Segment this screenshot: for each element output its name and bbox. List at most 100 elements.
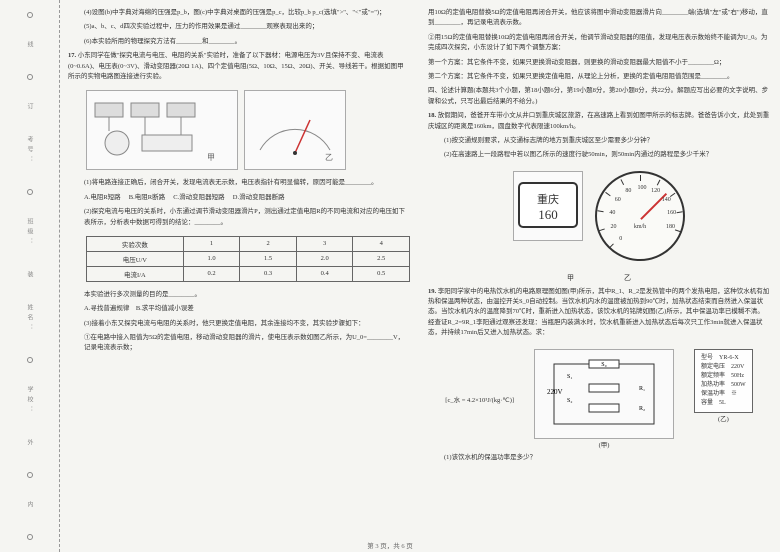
q18: 18. 放假期间，爸爸开车带小文从井口到重庆城区旅游，在高速路上看到如图甲所示的… [428, 111, 770, 132]
q19-1: (1)该饮水机的保温功率是多少？ [428, 453, 770, 463]
td: 0.4 [296, 266, 353, 281]
q16-5: (5)a、b、c、d四次实验过程中，压力的作用效果是通过________观察表现… [68, 22, 410, 32]
svg-text:乙: 乙 [325, 153, 333, 162]
svg-text:S₁: S₁ [567, 374, 572, 380]
binding-label: 线 [25, 41, 34, 51]
q17-num: 17. [68, 52, 76, 59]
q19-eq: [c_水 = 4.2×10³J/(kg·℃)] [445, 397, 514, 404]
binding-margin: 线 订 考号： 班级： 装 姓名： 学校： 外 内 [0, 0, 60, 552]
q19-text: 李阳同学家中的电热饮水机的电路原理图如图(甲)所示，其中R_1、R_2是发热管中… [428, 288, 769, 337]
q17-cont4: 第二个方案：其它条件不变，如果只更换定值电阻，从理论上分析，更换的定值电阻阻值范… [428, 72, 770, 82]
svg-text:160: 160 [538, 207, 558, 222]
td: 电流I/A [87, 266, 184, 281]
lbl-yi: 乙 [624, 273, 631, 283]
td: 0.2 [183, 266, 240, 281]
q19: 19. 李阳同学家中的电热饮水机的电路原理图如图(甲)所示，其中R_1、R_2是… [428, 287, 770, 339]
left-column: (4)设图(b)中字典对海绵的压强是p_b，图(c)中字典对桌面的压强是p_c，… [68, 8, 410, 536]
page-footer: 第 3 页，共 6 页 [0, 540, 780, 550]
binding-label: 订 [25, 103, 34, 113]
q17-cont2: ②用15Ω的定值电阻替换10Ω的定值电阻再闭合开关，他调节滑动变阻器的阻值，发现… [428, 33, 770, 54]
gauge-unit: km/h [634, 224, 646, 230]
q19-num: 19. [428, 288, 436, 295]
schem-col: S₀ R₁ R₂ S₁ S₂ 220V (甲) [534, 349, 674, 449]
spec-h: 型号 YR-6-X [701, 354, 746, 363]
q17-3a: ①在电路中接入阻值为5Ω的定值电阻，移动滑动变阻器的滑片，使电压表示数如图乙所示… [68, 333, 410, 354]
q17-cont3: 第一个方案：其它条件不变，如果只更换滑动变阻器，则更换的滑动变阻器最大阻值不小于… [428, 58, 770, 68]
q17-2b: 本实验进行多次测量的目的是________。 [68, 290, 410, 300]
punch-hole [27, 357, 33, 363]
q17-cont1: 用10Ω的定值电阻替换5Ω的定值电阻再闭合开关，他应该将图中滑动变阻器滑片向__… [428, 8, 770, 29]
q17-2: (2)探究电流与电压的关系时，小东通过调节滑动变阻器滑片P，测出通过定值电阻R的… [68, 207, 410, 228]
q16-6: (6)本实验所用的物理探究方法有________和________。 [68, 37, 410, 47]
q16-4: (4)设图(b)中字典对海绵的压强是p_b，图(c)中字典对桌面的压强是p_c，… [68, 8, 410, 18]
q18-figs: 重庆 160 km/h 020406080100120140160180 [428, 171, 770, 261]
binding-label: 内 [25, 501, 34, 511]
td: 2.0 [296, 251, 353, 266]
svg-text:甲: 甲 [207, 153, 215, 162]
q17-text: 小东同学在做"探究电流与电压、电阻的关系"实验时，准备了以下器材：电源电压为3V… [68, 52, 404, 80]
speedometer: km/h 020406080100120140160180 [595, 171, 685, 261]
q17-opts: A.电阻R短路 B.电阻R断路 C.滑动变阻器短路 D.滑动变阻器断路 [68, 193, 410, 203]
th: 4 [353, 236, 410, 251]
spec-r: 额定电压 220V [701, 363, 746, 372]
td: 1.0 [183, 251, 240, 266]
field-label: 班级： [25, 218, 34, 248]
td: 0.5 [353, 266, 410, 281]
td: 2.5 [353, 251, 410, 266]
spec-r: 额定频率 50Hz [701, 372, 746, 381]
table-row: 实验次数 1 2 3 4 [87, 236, 410, 251]
spec-plate: 型号 YR-6-X 额定电压 220V 额定频率 50Hz 加热功率 500W … [694, 349, 753, 413]
table-row: 电流I/A 0.2 0.3 0.4 0.5 [87, 266, 410, 281]
q18-2: (2)在高速路上一段路程中若以图乙所示的速度行驶50min，则50min内通过的… [428, 150, 770, 160]
svg-text:R₂: R₂ [639, 406, 645, 412]
spec-col: 型号 YR-6-X 额定电压 220V 额定频率 50Hz 加热功率 500W … [694, 349, 753, 423]
svg-text:220V: 220V [547, 388, 563, 396]
punch-hole [27, 74, 33, 80]
section-4: 四、论述计算题(本题共3个小题，第18小题6分，第19小题8分，第20小题8分，… [428, 86, 770, 107]
table-row: 电压U/V 1.0 1.5 2.0 2.5 [87, 251, 410, 266]
opt-c: C.滑动变阻器短路 [173, 194, 224, 201]
field-label: 学校： [25, 386, 34, 416]
field-label: 考号： [25, 136, 34, 166]
q18-1: (1)按交通规则要求，从交通标志牌的地方到重庆城区至少需要多少分钟？ [428, 136, 770, 146]
field-label: 姓名： [25, 304, 34, 334]
opt-b: B.电阻R断路 [129, 194, 165, 201]
opt-a: A.电阻R短路 [84, 194, 121, 201]
circuit-svg: 甲 [87, 95, 237, 165]
q19-eq-wrap: [c_水 = 4.2×10³J/(kg·℃)] [445, 394, 514, 404]
td: 1.5 [240, 251, 297, 266]
punch-hole [27, 189, 33, 195]
sign-svg: 重庆 160 [515, 173, 581, 239]
schem-svg: S₀ R₁ R₂ S₁ S₂ 220V [539, 354, 669, 434]
q18-text: 放假期间，爸爸开车带小文从井口到重庆城区旅游，在高速路上看到如图甲所示的标志牌。… [428, 112, 769, 129]
fig-labels: 甲 乙 [428, 273, 770, 283]
q17-1: (1)将电路连接正确后，闭合开关，发现电流表无示数，电压表指针有明显偏转，原因可… [68, 178, 410, 188]
meter-svg: 乙 [250, 95, 340, 165]
q17-2opts: A.寻找普遍规律 B.求平均值减小误差 [68, 304, 410, 314]
road-sign: 重庆 160 [513, 171, 583, 241]
data-table: 实验次数 1 2 3 4 电压U/V 1.0 1.5 2.0 2.5 电流I/A… [86, 236, 410, 282]
circuit-figure: 甲 乙 [86, 90, 346, 170]
th: 实验次数 [87, 236, 184, 251]
lbl-jia: 甲 [567, 273, 574, 283]
punch-hole [27, 12, 33, 18]
spec-r: 加热功率 500W [701, 381, 746, 390]
svg-text:R₁: R₁ [639, 386, 645, 392]
lbl-jia2: (甲) [534, 439, 674, 449]
th: 1 [183, 236, 240, 251]
punch-hole [27, 472, 33, 478]
svg-text:S₂: S₂ [567, 398, 572, 404]
spec-r: 容量 5L [701, 399, 746, 408]
circuit-jia: 甲 [86, 90, 238, 170]
q18-num: 18. [428, 112, 436, 119]
th: 2 [240, 236, 297, 251]
circuit-schematic: S₀ R₁ R₂ S₁ S₂ 220V [534, 349, 674, 439]
opt-d: D.滑动变阻器断路 [233, 194, 285, 201]
voltmeter-yi: 乙 [244, 90, 346, 170]
spec-r: 保温功率 ※ [701, 390, 746, 399]
page-content: (4)设图(b)中字典对海绵的压强是p_b，图(c)中字典对桌面的压强是p_c，… [68, 8, 770, 536]
lbl-yi2: (乙) [694, 413, 753, 423]
svg-text:S₀: S₀ [601, 362, 606, 368]
q19-figs: [c_水 = 4.2×10³J/(kg·℃)] S₀ R₁ R₂ S₁ S₂ 2… [428, 349, 770, 449]
svg-text:重庆: 重庆 [537, 192, 559, 206]
